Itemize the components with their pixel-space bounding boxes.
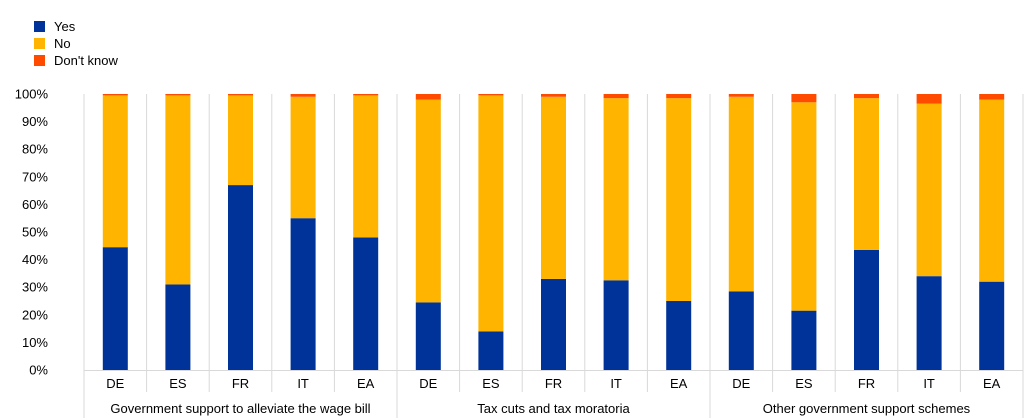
bar-segment-yes [979, 281, 1005, 370]
bar-segment-no [791, 102, 817, 311]
bar-segment-no [979, 99, 1005, 282]
bar-segment-dont-know [290, 94, 316, 97]
x-tick-label: IT [297, 376, 309, 391]
bar-segment-no [541, 96, 566, 279]
bar-segment-no [478, 95, 504, 332]
x-tick-label: EA [670, 376, 688, 391]
y-tick-label: 60% [22, 197, 48, 212]
legend-swatch-dont-know [34, 55, 45, 66]
group-label: Government support to alleviate the wage… [110, 401, 370, 416]
x-tick-label: DE [106, 376, 124, 391]
x-tick-label: ES [169, 376, 187, 391]
bar-segment-dont-know [165, 94, 191, 96]
bar-segment-no [290, 96, 316, 219]
bar-segment-yes [228, 185, 253, 370]
bar-segment-yes [102, 247, 128, 370]
x-tick-label: IT [610, 376, 622, 391]
legend-item-yes: Yes [34, 18, 118, 35]
bar-segment-yes [666, 301, 692, 370]
bar-segment-no [854, 98, 879, 250]
bar-segment-dont-know [666, 94, 692, 99]
bar-segment-dont-know [353, 94, 379, 96]
y-tick-label: 20% [22, 307, 48, 322]
x-tick-label: EA [983, 376, 1001, 391]
bar-segment-no [353, 95, 379, 238]
group-label: Tax cuts and tax moratoria [477, 401, 630, 416]
y-tick-label: 70% [22, 169, 48, 184]
bar-segment-yes [165, 284, 191, 370]
bar-segment-dont-know [728, 94, 754, 97]
group-label: Other government support schemes [763, 401, 971, 416]
bar-segment-yes [541, 278, 566, 370]
bar-segment-no [165, 95, 191, 285]
x-tick-label: EA [357, 376, 375, 391]
x-tick-label: DE [732, 376, 750, 391]
bar-segment-dont-know [979, 94, 1005, 100]
x-tick-label: IT [923, 376, 935, 391]
bar-segment-dont-know [541, 94, 566, 97]
x-tick-label: ES [482, 376, 500, 391]
bar-segment-no [228, 95, 253, 186]
bar-segment-no [916, 103, 942, 277]
bar-segment-dont-know [102, 94, 128, 96]
y-tick-label: 100% [15, 87, 49, 102]
legend-item-dont-know: Don't know [34, 52, 118, 69]
legend-label-no: No [54, 36, 71, 51]
bar-segment-yes [478, 331, 504, 370]
legend-label-yes: Yes [54, 19, 76, 34]
bar-segment-no [728, 96, 754, 292]
x-tick-label: DE [419, 376, 437, 391]
bar-segment-dont-know [603, 94, 629, 99]
legend-swatch-no [34, 38, 45, 49]
y-tick-label: 80% [22, 142, 48, 157]
bar-segment-yes [791, 310, 817, 370]
x-tick-label: FR [545, 376, 562, 391]
bar-segment-dont-know [791, 94, 817, 103]
bar-segment-dont-know [478, 94, 504, 96]
legend-item-no: No [34, 35, 118, 52]
y-tick-label: 10% [22, 335, 48, 350]
bar-segment-yes [916, 276, 942, 370]
bar-segment-dont-know [415, 94, 441, 100]
bar-segment-dont-know [916, 94, 942, 104]
legend: Yes No Don't know [34, 18, 118, 69]
y-tick-label: 90% [22, 114, 48, 129]
bar-segment-dont-know [228, 94, 253, 96]
y-tick-label: 0% [29, 363, 48, 378]
x-tick-label: FR [858, 376, 875, 391]
y-tick-label: 50% [22, 225, 48, 240]
bar-segment-yes [854, 249, 879, 370]
x-tick-label: ES [795, 376, 813, 391]
bar-segment-yes [290, 218, 316, 370]
legend-label-dont-know: Don't know [54, 53, 118, 68]
legend-swatch-yes [34, 21, 45, 32]
bar-segment-no [102, 95, 128, 248]
bar-segment-yes [415, 302, 441, 370]
bar-segment-dont-know [854, 94, 879, 99]
bar-segment-yes [728, 291, 754, 370]
bar-segment-yes [353, 237, 379, 370]
bar-segment-no [603, 98, 629, 281]
y-tick-label: 30% [22, 280, 48, 295]
y-tick-label: 40% [22, 252, 48, 267]
bar-segment-no [666, 98, 692, 301]
bar-segment-no [415, 99, 441, 303]
bar-segment-yes [603, 280, 629, 370]
x-tick-label: FR [232, 376, 249, 391]
